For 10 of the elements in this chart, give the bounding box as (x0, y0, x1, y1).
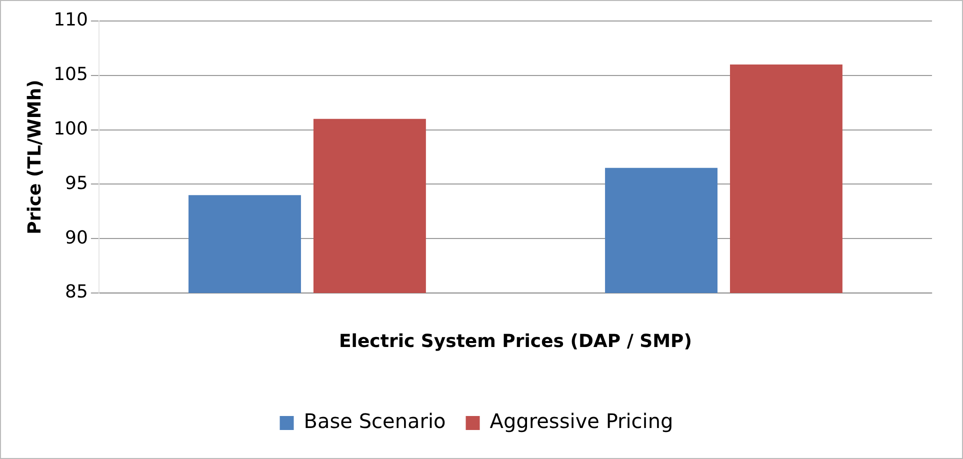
x-axis-title: Electric System Prices (DAP / SMP) (338, 330, 692, 352)
y-tick-label: 95 (65, 172, 88, 194)
y-tick-label: 110 (54, 10, 88, 31)
y-tick-label: 105 (54, 64, 88, 86)
y-tick-label: 100 (54, 118, 88, 140)
y-tick-label: 90 (65, 227, 88, 248)
legend-label: Base Scenario (304, 409, 446, 434)
y-tick-label: 85 (65, 282, 88, 303)
y-axis-title: Price (TL/WMh) (24, 80, 46, 234)
legend-label: Aggressive Pricing (490, 409, 674, 434)
